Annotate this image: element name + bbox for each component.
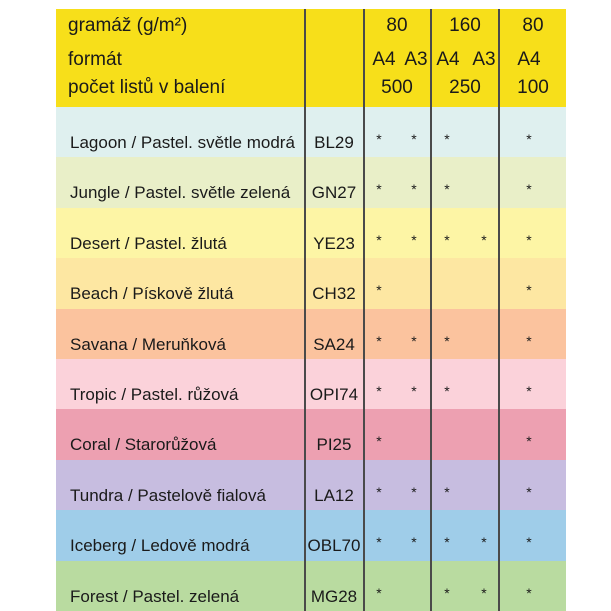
availability-mark: * (411, 483, 417, 500)
availability-mark: * (444, 181, 450, 198)
availability-mark: * (526, 584, 532, 601)
availability-mark: * (526, 433, 532, 450)
paper-color-code: MG28 (310, 586, 358, 606)
column-divider (363, 9, 365, 611)
availability-mark: * (411, 131, 417, 147)
paper-color-name: Iceberg / Ledově modrá (70, 536, 250, 556)
weight-label: gramáž (g/m²) (68, 15, 188, 36)
paper-color-code: CH32 (312, 284, 356, 304)
sheets-100: 100 (517, 77, 549, 98)
availability-mark: * (411, 332, 417, 349)
format-label: formát (68, 49, 122, 70)
paper-color-name: Beach / Pískově žlutá (70, 284, 234, 304)
table-row: Tundra / Pastelově fialová LA12 * * * * (56, 459, 566, 511)
availability-mark: * (444, 131, 450, 147)
availability-mark: * (526, 181, 532, 198)
availability-mark: * (444, 534, 450, 551)
availability-mark: * (526, 383, 532, 399)
paper-color-name: Jungle / Pastel. světle zelená (70, 183, 291, 203)
paper-color-code: GN27 (311, 183, 357, 203)
availability-mark: * (481, 534, 487, 551)
paper-color-name: Lagoon / Pastel. světle modrá (70, 133, 295, 152)
column-divider (430, 9, 432, 611)
paper-color-code: YE23 (313, 233, 355, 253)
format-a3: A3 (472, 49, 496, 70)
table-row: Desert / Pastel. žlutá YE23 * * * * * (56, 207, 566, 259)
availability-mark: * (444, 483, 450, 500)
availability-mark: * (444, 584, 450, 601)
table-row: Savana / Meruňková SA24 * * * * (56, 308, 566, 360)
availability-mark: * (376, 181, 382, 198)
availability-mark: * (481, 231, 487, 248)
paper-color-name: Tundra / Pastelově fialová (70, 485, 266, 505)
column-divider (498, 9, 500, 611)
weight-80-col: 80 (386, 15, 408, 36)
table-row: Iceberg / Ledově modrá OBL70 * * * * * (56, 510, 566, 562)
paper-color-table: gramáž (g/m²) formát počet listů v balen… (56, 9, 566, 611)
availability-mark: * (376, 332, 382, 349)
availability-mark: * (481, 584, 487, 601)
availability-mark: * (526, 131, 532, 147)
availability-mark: * (376, 483, 382, 500)
format-a4: A4 (372, 49, 396, 70)
weight-80-a4-col: 80 (522, 15, 544, 36)
availability-mark: * (411, 231, 417, 248)
availability-mark: * (444, 231, 450, 248)
table-header: gramáž (g/m²) formát počet listů v balen… (56, 9, 566, 107)
sheets-500: 500 (381, 77, 413, 98)
paper-color-code: LA12 (314, 485, 354, 505)
availability-mark: * (376, 282, 382, 299)
availability-mark: * (376, 584, 382, 601)
table-row: Lagoon / Pastel. světle modrá BL29 * * * * (56, 107, 566, 158)
table-row: Beach / Pískově žlutá CH32 * * (56, 258, 566, 310)
paper-color-name: Savana / Meruňková (70, 334, 226, 354)
availability-mark: * (526, 483, 532, 500)
table-row: Coral / Starorůžová PI25 * * (56, 409, 566, 461)
paper-color-code: PI25 (316, 435, 352, 455)
availability-mark: * (376, 231, 382, 248)
availability-mark: * (526, 332, 532, 349)
paper-color-name: Desert / Pastel. žlutá (70, 233, 227, 253)
column-divider (304, 9, 306, 611)
availability-mark: * (526, 534, 532, 551)
table-row: Forest / Pastel. zelená MG28 * * * * (56, 560, 566, 611)
paper-color-code: SA24 (313, 334, 355, 354)
availability-mark: * (444, 383, 450, 399)
availability-mark: * (411, 181, 417, 198)
availability-mark: * (526, 231, 532, 248)
format-a4: A4 (436, 49, 460, 70)
table-row: Jungle / Pastel. světle zelená GN27 * * * * (56, 157, 566, 209)
availability-mark: * (411, 534, 417, 551)
table-row: Tropic / Pastel. růžová OPI74 * * * * (56, 359, 566, 410)
paper-color-code: BL29 (314, 133, 354, 152)
paper-color-name: Coral / Starorůžová (70, 435, 217, 455)
availability-mark: * (376, 131, 382, 147)
availability-mark: * (411, 383, 417, 399)
paper-color-name: Tropic / Pastel. růžová (70, 385, 239, 404)
paper-color-code: OBL70 (307, 536, 361, 556)
availability-mark: * (376, 534, 382, 551)
availability-mark: * (444, 332, 450, 349)
paper-color-name: Forest / Pastel. zelená (70, 586, 240, 606)
availability-mark: * (376, 433, 382, 450)
format-a3: A3 (404, 49, 428, 70)
paper-color-code: OPI74 (309, 385, 359, 404)
sheets-label: počet listů v balení (68, 77, 226, 98)
weight-160-col: 160 (449, 15, 481, 36)
sheets-250: 250 (449, 77, 481, 98)
availability-mark: * (376, 383, 382, 399)
availability-mark: * (526, 282, 532, 299)
format-a4: A4 (517, 49, 541, 70)
